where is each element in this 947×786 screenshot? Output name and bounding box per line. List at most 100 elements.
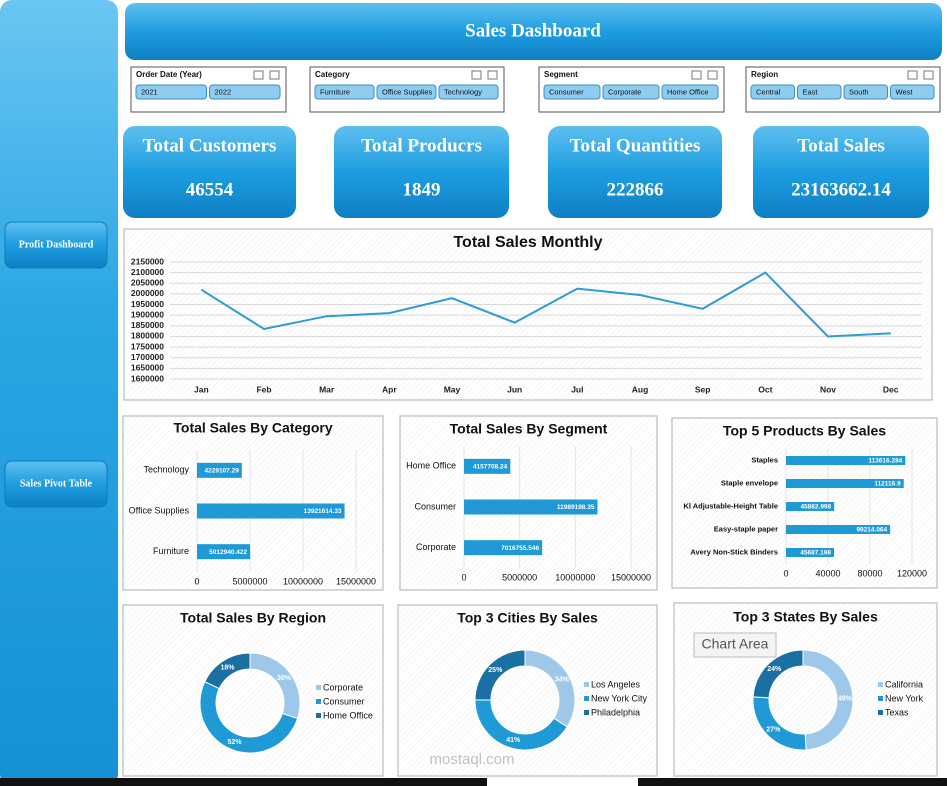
x-tick-label: Sep (695, 384, 711, 394)
bar (197, 544, 251, 560)
x-tick-label: 15000000 (611, 572, 651, 582)
slicer-item-label[interactable]: Home Office (667, 87, 709, 96)
slicer-item-label[interactable]: Technology (444, 87, 482, 96)
kpi-label: Total Customers (143, 135, 277, 156)
sidebar-button[interactable] (4, 221, 108, 269)
slicer-item-label[interactable]: Office Supplies (382, 87, 433, 96)
slicer-icon[interactable] (253, 70, 264, 80)
x-tick-label: Dec (883, 384, 899, 394)
slicer-item[interactable] (661, 84, 719, 100)
sidebar-button-label[interactable]: Profit Dashboard (19, 239, 94, 250)
value-label: 30% (277, 675, 292, 682)
x-tick-label: 120000 (897, 568, 927, 578)
x-tick-label: Mar (319, 384, 335, 394)
x-tick-label: 80000 (857, 568, 882, 578)
chart-title: Top 3 Cities By Sales (457, 610, 598, 626)
slicer-item-label[interactable]: 2022 (215, 87, 232, 96)
kpi-label: Total Quantities (570, 135, 701, 156)
value-label: 7016755.546 (501, 545, 539, 552)
chart-title: Total Sales Monthly (453, 234, 602, 251)
slicer-item[interactable] (135, 84, 207, 100)
tooltip-text: Chart Area (702, 636, 769, 652)
x-tick-label: Jun (507, 384, 522, 394)
legend-label: Philadelphia (591, 707, 640, 717)
x-tick-label: 10000000 (283, 576, 323, 586)
legend-swatch (316, 699, 321, 704)
value-label: 18% (220, 664, 235, 671)
kpi-label: Total Sales (797, 135, 884, 156)
kpi-value: 46554 (186, 179, 234, 200)
x-tick-label: 0 (461, 572, 466, 582)
value-label: 52% (228, 739, 243, 746)
y-tick-label: 2150000 (131, 256, 164, 266)
slicer-item[interactable] (797, 84, 842, 100)
slicer-icon[interactable] (707, 70, 718, 80)
value-label: 41% (506, 737, 521, 744)
slicer-icon[interactable] (691, 70, 702, 80)
x-tick-label: Nov (820, 384, 836, 394)
kpi-card (753, 126, 929, 218)
value-label: 24% (767, 666, 782, 673)
value-label: 5012940.422 (209, 549, 247, 556)
legend-label: Corporate (323, 682, 363, 692)
y-tick-label: 1800000 (131, 331, 164, 341)
y-tick-label: 1900000 (131, 309, 164, 319)
legend-label: Home Office (323, 710, 373, 720)
slicer-icon[interactable] (907, 70, 918, 80)
y-tick-label: 1750000 (131, 341, 164, 351)
x-tick-label: 15000000 (336, 576, 376, 586)
sidebar-button[interactable] (4, 460, 108, 508)
x-tick-label: May (444, 384, 461, 394)
legend-label: California (885, 679, 923, 689)
slicer-item[interactable] (750, 84, 795, 100)
slicer-icon[interactable] (269, 70, 280, 80)
slicer-item-label[interactable]: Corporate (608, 87, 641, 96)
slicer-item-label[interactable]: 2021 (141, 87, 158, 96)
slicer-item-label[interactable]: Consumer (549, 87, 584, 96)
kpi-label: Total Producrs (361, 135, 482, 156)
value-label: 99214.064 (856, 527, 887, 534)
slicer-item[interactable] (543, 84, 601, 100)
kpi-card (334, 126, 509, 218)
slicer-icon[interactable] (471, 70, 482, 80)
slicer-item[interactable] (209, 84, 281, 100)
category-label: Office Supplies (129, 505, 190, 515)
legend-label: Texas (885, 707, 909, 717)
category-label: Easy-staple paper (714, 524, 778, 533)
x-tick-label: Jul (571, 384, 583, 394)
slicer-item-label[interactable]: South (849, 87, 869, 96)
x-tick-label: 5000000 (502, 572, 537, 582)
slicer-item[interactable] (314, 84, 375, 100)
slicer-item[interactable] (376, 84, 437, 100)
slicer-item[interactable] (602, 84, 660, 100)
kpi-value: 23163662.14 (791, 179, 891, 200)
slicer-item-label[interactable]: East (803, 87, 819, 96)
chart-title: Total Sales By Segment (450, 421, 608, 437)
category-label: Home Office (406, 461, 456, 471)
sidebar-button-label[interactable]: Sales Pivot Table (20, 478, 93, 489)
bar (197, 503, 345, 519)
x-tick-label: Oct (758, 384, 772, 394)
donut-slice (802, 649, 854, 751)
slicer-item[interactable] (890, 84, 935, 100)
legend-label: Los Angeles (591, 679, 641, 689)
slicer-item[interactable] (843, 84, 888, 100)
header-title: Sales Dashboard (465, 20, 601, 41)
bar (464, 499, 598, 515)
slicer-item[interactable] (438, 84, 499, 100)
slicer-icon[interactable] (923, 70, 934, 80)
legend-swatch (878, 710, 883, 715)
slicer-item-label[interactable]: Furniture (320, 87, 350, 96)
slicer-item-label[interactable]: West (896, 87, 914, 96)
slicer-item-label[interactable]: Central (756, 87, 781, 96)
legend-swatch (878, 696, 883, 701)
category-label: Staples (751, 455, 778, 464)
donut-slice (752, 649, 804, 699)
y-tick-label: 1950000 (131, 299, 164, 309)
x-tick-label: Feb (256, 384, 271, 394)
x-tick-label: 0 (194, 576, 199, 586)
slicer-icon[interactable] (487, 70, 498, 80)
legend-swatch (584, 696, 589, 701)
chart-title: Total Sales By Category (173, 420, 332, 436)
bottom-bar (638, 778, 947, 786)
